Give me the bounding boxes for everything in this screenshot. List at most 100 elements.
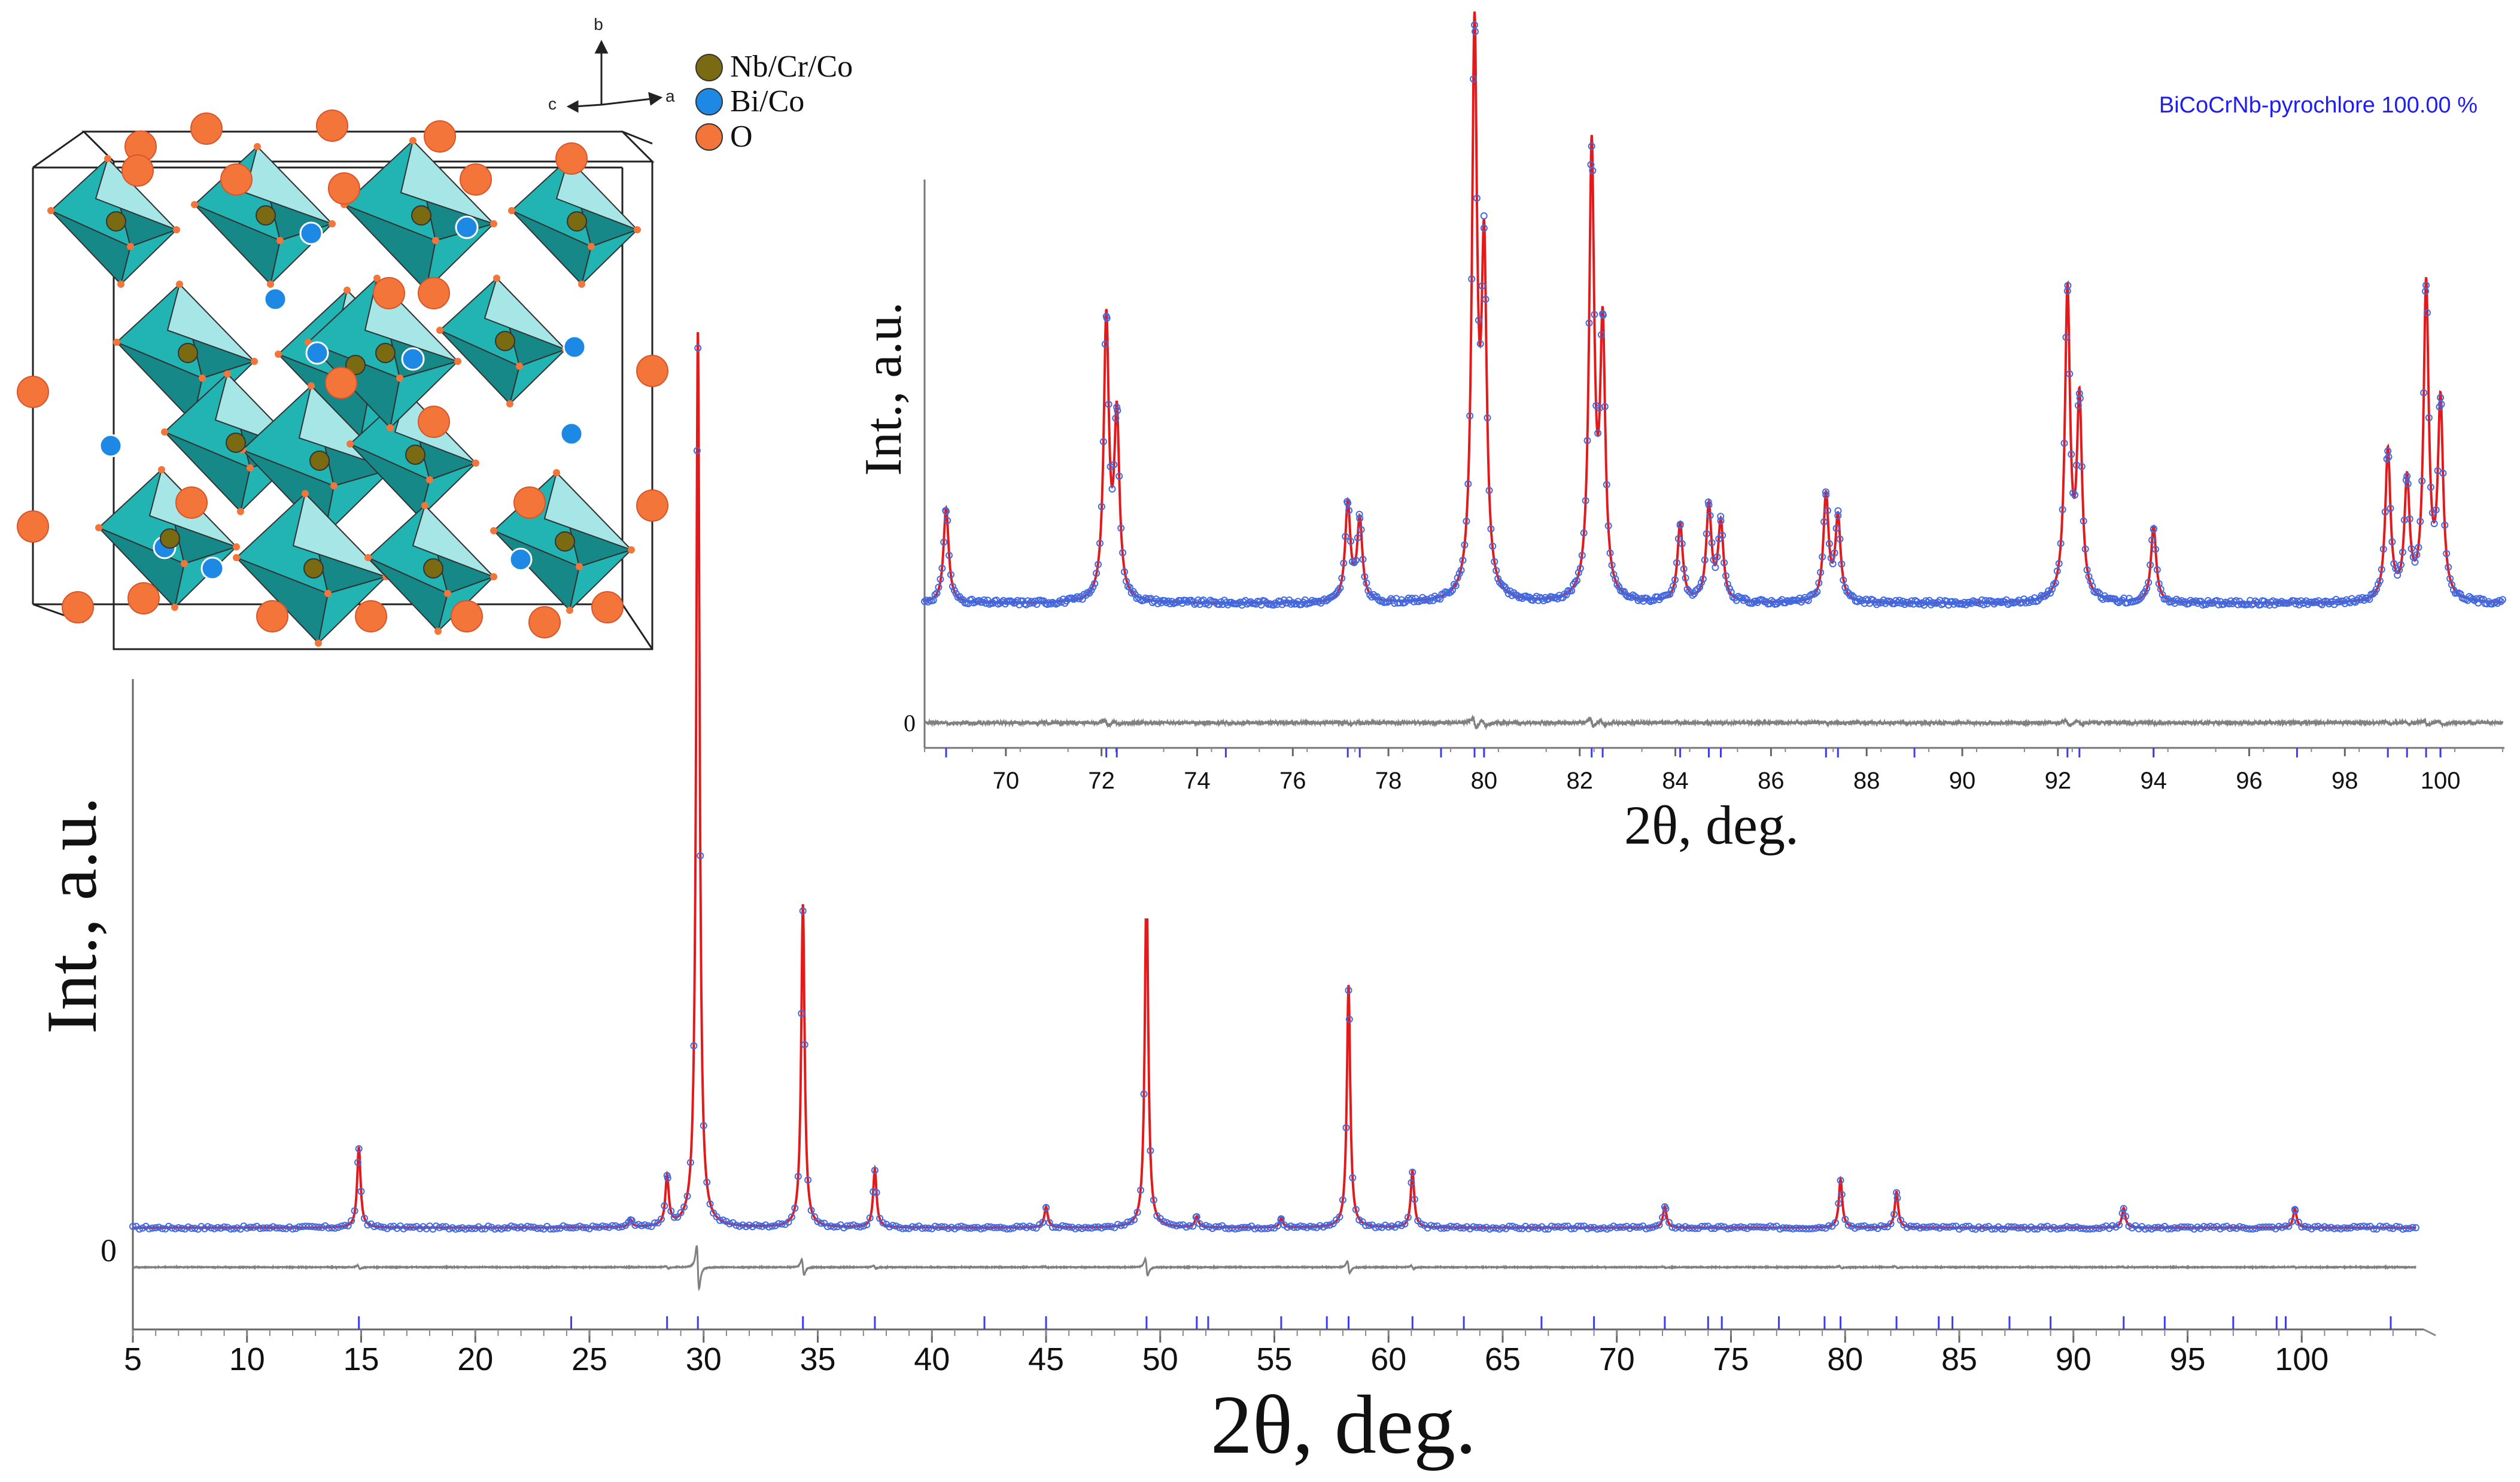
inset-observed-point xyxy=(1820,518,1828,526)
inset-observed-point xyxy=(2051,579,2059,587)
oxygen-atom xyxy=(127,582,160,614)
main-observed-point xyxy=(351,1207,358,1215)
inset-observed-point xyxy=(2139,590,2147,598)
inset-observed-point xyxy=(1576,564,1584,572)
inset-difference-curve xyxy=(923,714,2504,731)
main-observed-point xyxy=(1460,1224,1467,1232)
inset-observed-point xyxy=(1719,531,1726,539)
inset-observed-point xyxy=(1354,534,1361,541)
inset-observed-point xyxy=(1822,488,1829,496)
oxygen-atom xyxy=(424,120,456,153)
main-observed-point xyxy=(863,1221,871,1228)
main-observed-peak-point xyxy=(355,1145,363,1152)
main-observed-point xyxy=(2229,1224,2237,1231)
main-observed-point xyxy=(1855,1223,1862,1231)
main-observed-point xyxy=(1936,1224,1944,1232)
inset-observed-point xyxy=(1503,586,1510,594)
inset-observed-point xyxy=(1093,570,1101,577)
main-observed-point xyxy=(145,1225,153,1233)
main-observed-point xyxy=(550,1225,557,1233)
main-observed-point xyxy=(987,1223,995,1231)
main-observed-point xyxy=(1929,1222,1937,1230)
inset-observed-point xyxy=(1352,556,1360,564)
nb-cr-co-atom xyxy=(226,433,246,453)
oxygen-atoms xyxy=(17,109,668,638)
inset-observed-point xyxy=(1487,525,1495,532)
main-observed-point xyxy=(804,1176,812,1184)
main-x-tick-label: 50 xyxy=(1142,1341,1178,1377)
main-observed-point xyxy=(1267,1224,1275,1231)
main-observed-point xyxy=(2370,1225,2378,1233)
main-observed-point xyxy=(1619,1224,1627,1231)
inset-observed-point xyxy=(1825,540,1833,547)
main-observed-point xyxy=(220,1223,228,1231)
vertex-oxygen xyxy=(490,527,497,534)
inset-observed-point xyxy=(1706,512,1714,519)
main-observed-point xyxy=(1404,1213,1412,1221)
main-observed-peak-point xyxy=(1661,1203,1668,1210)
vertex-oxygen xyxy=(251,358,258,365)
main-observed-point xyxy=(697,852,704,860)
main-observed-point xyxy=(641,1221,649,1229)
nb-cr-co-atom xyxy=(423,558,443,579)
inset-observed-point xyxy=(1574,569,1582,577)
oxygen-atom xyxy=(636,355,668,387)
main-observed-point xyxy=(1091,1224,1099,1231)
main-observed-point xyxy=(726,1220,734,1228)
main-observed-point xyxy=(1062,1222,1069,1230)
inset-observed-peak-point xyxy=(2150,525,2157,533)
main-observed-point xyxy=(1388,1222,1396,1230)
vertex-oxygen xyxy=(181,560,188,567)
inset-observed-point xyxy=(2159,591,2166,599)
main-observed-point xyxy=(2066,1224,2074,1231)
inset-observed-point xyxy=(1723,580,1731,588)
main-observed-point xyxy=(1825,1222,1832,1230)
main-observed-point xyxy=(2164,1225,2172,1233)
main-x-tick-label: 25 xyxy=(572,1341,607,1377)
inset-observed-point xyxy=(2099,595,2106,603)
vertex-oxygen xyxy=(330,482,338,489)
main-observed-point xyxy=(335,1224,342,1231)
main-observed-point xyxy=(1724,1225,1732,1233)
main-observed-point xyxy=(618,1223,626,1231)
main-observed-point xyxy=(680,1203,688,1211)
main-observed-point xyxy=(188,1225,196,1232)
main-observed-point xyxy=(269,1223,277,1231)
inset-observed-point xyxy=(2013,598,2021,605)
main-observed-peak-point xyxy=(1345,987,1352,994)
legend-o-marker xyxy=(695,123,723,151)
inset-observed-point xyxy=(2024,597,2031,605)
inset-x-tick-label: 80 xyxy=(1471,768,1498,794)
inset-observed-peak-point xyxy=(1102,312,1110,320)
main-observed-point xyxy=(1365,1222,1373,1230)
inset-observed-point xyxy=(2424,309,2431,317)
main-observed-point xyxy=(1652,1222,1660,1230)
inset-observed-point xyxy=(1047,600,1054,608)
inset-observed-point xyxy=(1601,403,1609,410)
main-observed-point xyxy=(859,1222,867,1230)
inset-observed-point xyxy=(1424,596,1431,604)
inset-observed-point xyxy=(949,583,956,591)
nb-cr-co-atom xyxy=(405,445,425,465)
main-x-axis-label: 2θ, deg. xyxy=(1211,1378,1476,1471)
nb-cr-co-atom xyxy=(411,205,431,226)
main-observed-point xyxy=(843,1222,851,1230)
main-observed-point xyxy=(341,1222,349,1230)
inset-x-tick-label: 96 xyxy=(2236,768,2263,794)
inset-observed-point xyxy=(1482,296,1489,303)
inset-observed-point xyxy=(2476,595,2483,602)
inset-observed-point xyxy=(2074,401,2082,409)
oxygen-atom xyxy=(636,489,668,522)
inset-observed-point xyxy=(1591,311,1598,318)
main-observed-point xyxy=(2122,1213,2129,1220)
main-observed-point xyxy=(1636,1223,1643,1231)
oxygen-atom xyxy=(17,510,49,543)
inset-observed-point xyxy=(1219,601,1227,608)
main-observed-point xyxy=(1558,1224,1565,1231)
octahedron-face xyxy=(509,349,566,404)
inset-observed-point xyxy=(1841,583,1849,591)
main-observed-point xyxy=(830,1223,838,1231)
inset-observed-point xyxy=(2076,394,2084,402)
inset-observed-point xyxy=(1824,507,1831,515)
main-reflection-markers xyxy=(358,1316,2392,1329)
